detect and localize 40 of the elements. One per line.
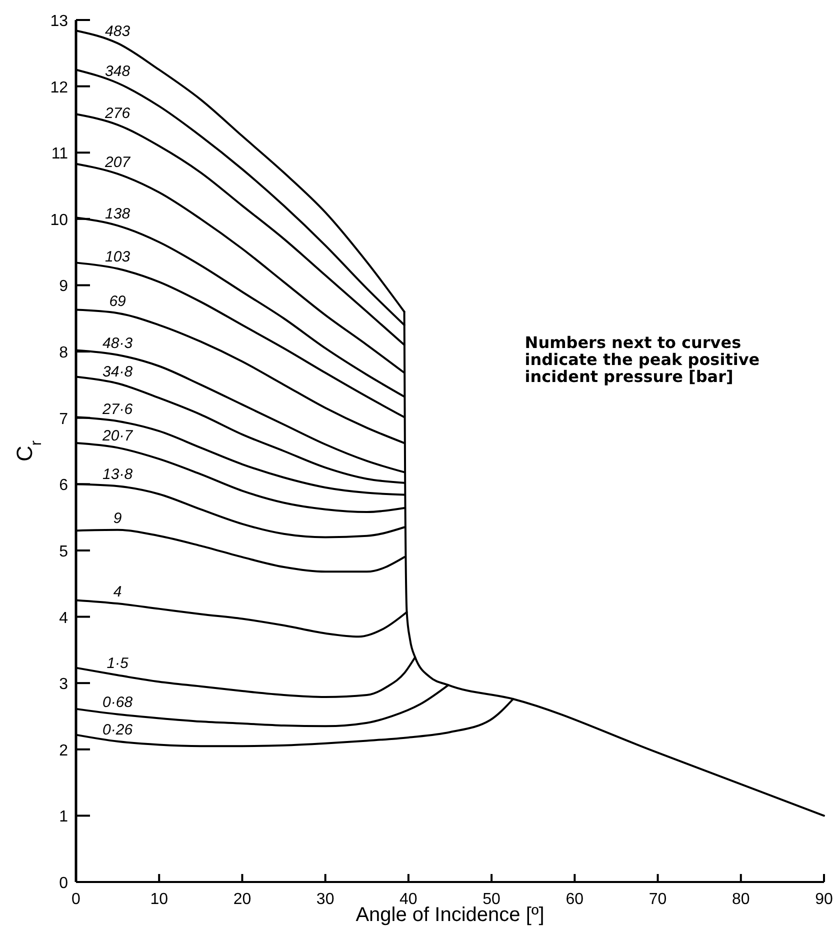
series-label: 207 xyxy=(104,154,131,171)
series-label: 34·8 xyxy=(102,363,134,380)
y-tick-label: 7 xyxy=(59,410,68,428)
series-label: 48·3 xyxy=(102,334,134,352)
series-label: 20·7 xyxy=(102,428,134,445)
x-tick-label: 30 xyxy=(316,891,334,908)
x-tick-label: 20 xyxy=(233,891,252,908)
series-label: 13·8 xyxy=(102,466,134,484)
series-label: 138 xyxy=(105,206,131,223)
series-label: 4 xyxy=(113,584,122,601)
x-tick-label: 80 xyxy=(732,891,750,908)
series-label: 9 xyxy=(113,510,122,527)
y-tick-label: 3 xyxy=(59,676,68,694)
series-label: 69 xyxy=(109,293,127,310)
y-tick-label: 13 xyxy=(50,13,68,30)
x-tick-label: 90 xyxy=(815,891,833,908)
y-tick-label: 5 xyxy=(59,543,68,560)
x-tick-label: 0 xyxy=(72,891,81,908)
y-tick-label: 4 xyxy=(59,610,68,627)
series-label: 1·5 xyxy=(106,655,130,672)
series-label: 27·6 xyxy=(102,401,134,418)
y-tick-label: 8 xyxy=(59,344,68,362)
series-label: 276 xyxy=(104,104,131,122)
y-tick-label: 9 xyxy=(59,278,68,296)
y-tick-label: 0 xyxy=(59,875,68,892)
annotation: Numbers next to curves indicate the peak positive incident pressure [bar] xyxy=(524,333,760,386)
series-label: 0·26 xyxy=(102,721,134,738)
y-tick-label: 11 xyxy=(51,146,68,163)
x-tick-label: 10 xyxy=(150,891,168,908)
x-tick-label: 70 xyxy=(648,891,667,908)
series-label: 348 xyxy=(105,62,131,80)
series-label: 483 xyxy=(105,23,131,40)
x-tick-label: 60 xyxy=(566,891,584,908)
y-tick-label: 12 xyxy=(50,79,68,96)
y-tick-label: 2 xyxy=(59,742,68,760)
series-label: 0·68 xyxy=(102,694,134,712)
series-label: 103 xyxy=(105,248,131,266)
y-tick-label: 10 xyxy=(50,212,68,229)
y-tick-label: 6 xyxy=(59,477,68,494)
y-tick-label: 1 xyxy=(59,808,68,826)
